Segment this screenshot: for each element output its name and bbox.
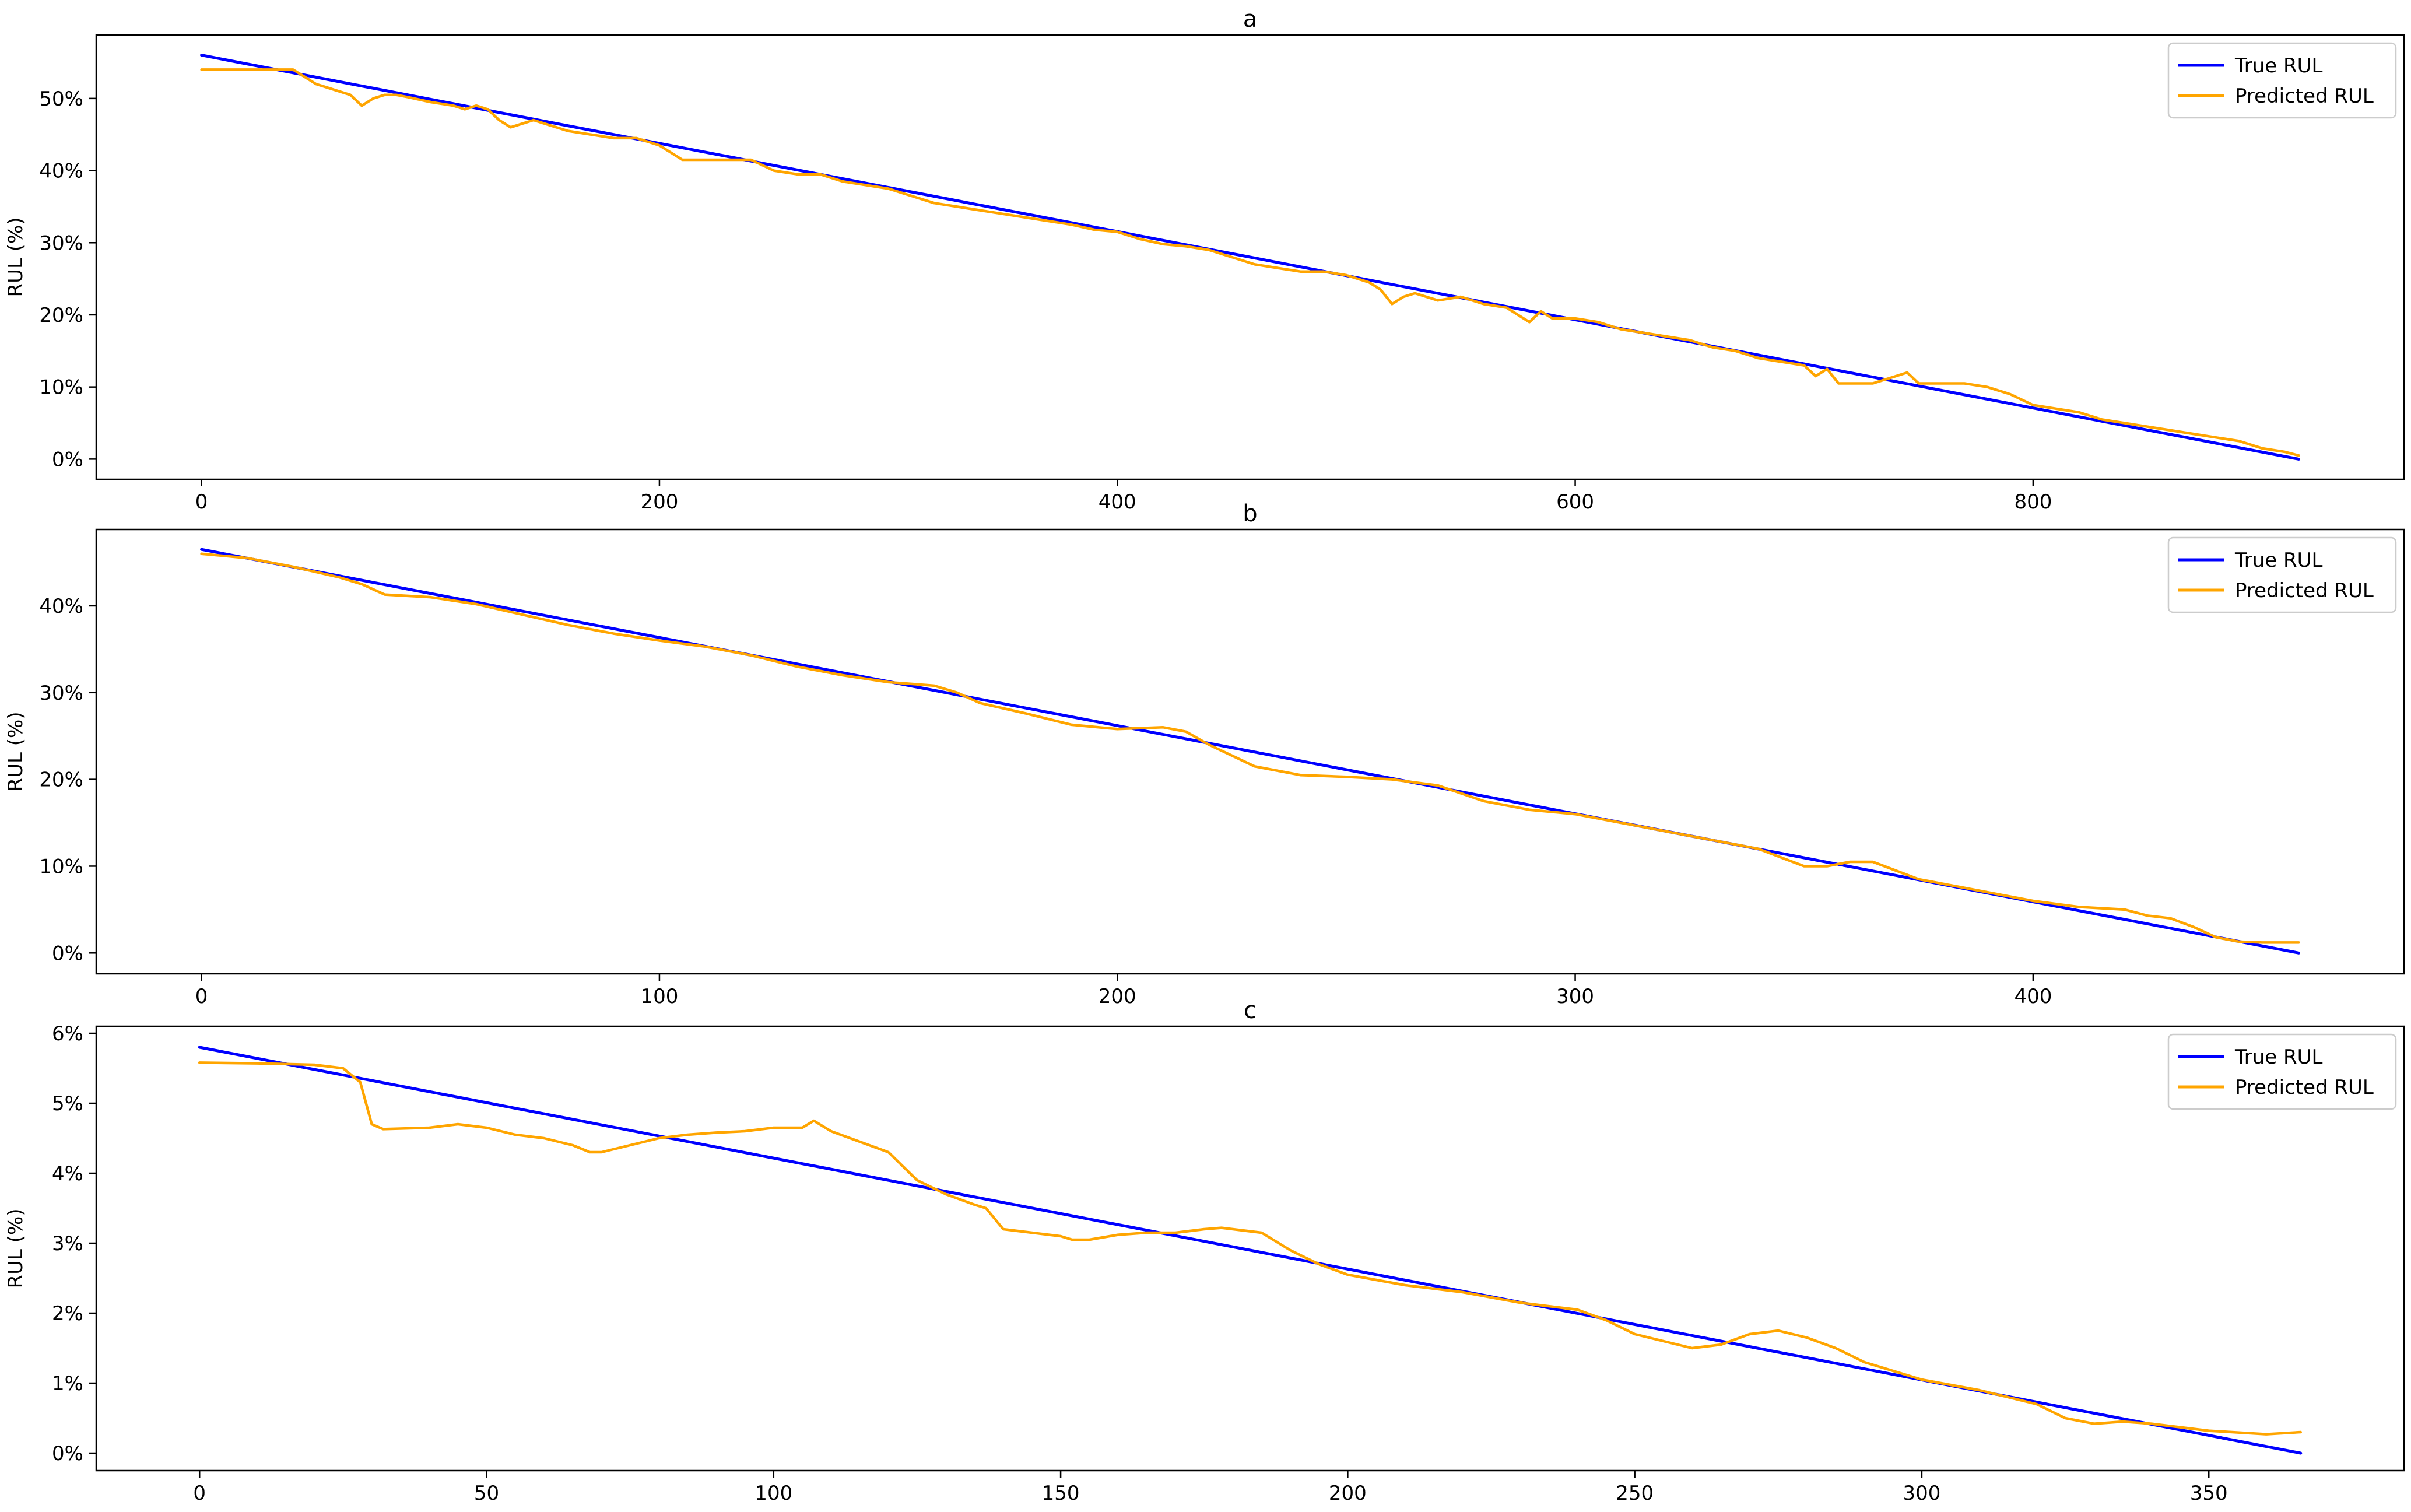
legend-label: True RUL — [2234, 54, 2323, 78]
y-tick-label: 0% — [52, 448, 83, 471]
x-tick-label: 100 — [754, 1482, 792, 1505]
x-tick-label: 150 — [1042, 1482, 1080, 1505]
panel-c-title: c — [1244, 997, 1257, 1024]
y-tick-label: 0% — [52, 942, 83, 965]
panel-c: c RUL (%) 0 50 100 150 200 250 300 350 0% 1% 2% 3% 4% 5… — [4, 997, 2405, 1505]
legend-box — [2167, 1033, 2397, 1110]
legend-box — [2167, 536, 2397, 613]
y-tick-label: 0% — [52, 1442, 83, 1465]
legend-label: Predicted RUL — [2235, 85, 2374, 108]
x-tick-label: 0 — [195, 985, 208, 1008]
x-tick-label: 800 — [2014, 490, 2052, 514]
legend-label: True RUL — [2234, 1046, 2323, 1069]
y-tick-label: 10% — [39, 855, 83, 878]
plot-frame — [95, 1025, 2405, 1472]
x-tick-label: 350 — [2190, 1482, 2228, 1505]
x-tick-label: 400 — [2014, 985, 2052, 1008]
x-tick-label: 300 — [1556, 985, 1594, 1008]
series-line-true-rul — [200, 54, 2300, 461]
x-tick-label: 300 — [1903, 1482, 1941, 1505]
y-tick-label: 5% — [52, 1092, 83, 1115]
y-tick-label: 30% — [39, 231, 83, 255]
y-tick-label: 20% — [39, 769, 83, 792]
legend-label: Predicted RUL — [2235, 579, 2374, 602]
x-tick-label: 0 — [195, 490, 208, 514]
x-tick-label: 200 — [640, 490, 678, 514]
series-line-predicted-rul — [200, 552, 2300, 944]
legend: True RUL Predicted RUL — [2167, 42, 2397, 119]
x-tick-label: 400 — [1099, 490, 1136, 514]
y-tick-label: 6% — [52, 1022, 83, 1046]
x-tick-label: 0 — [193, 1482, 206, 1505]
panel-c-y-axis-label: RUL (%) — [4, 1208, 27, 1288]
x-tick-label: 200 — [1329, 1482, 1367, 1505]
y-tick-label: 50% — [39, 87, 83, 111]
x-tick-label: 250 — [1616, 1482, 1654, 1505]
panel-b-y-axis-label: RUL (%) — [4, 711, 27, 791]
series-line-predicted-rul — [200, 68, 2300, 457]
y-tick-label: 10% — [39, 376, 83, 399]
legend: True RUL Predicted RUL — [2167, 536, 2397, 613]
y-tick-label: 30% — [39, 682, 83, 705]
x-tick-label: 50 — [474, 1482, 499, 1505]
y-tick-label: 2% — [52, 1302, 83, 1325]
legend-box — [2167, 42, 2397, 119]
plot-frame — [95, 34, 2405, 480]
legend-label: Predicted RUL — [2235, 1076, 2374, 1099]
y-tick-label: 4% — [52, 1162, 83, 1185]
y-tick-label: 40% — [39, 595, 83, 618]
x-tick-label: 200 — [1099, 985, 1136, 1008]
panel-b: b RUL (%) 0 100 200 300 400 0% 10% 20% 30% 40% True … — [4, 500, 2405, 1008]
legend-label: True RUL — [2234, 549, 2323, 572]
y-tick-label: 1% — [52, 1372, 83, 1395]
y-tick-label: 40% — [39, 160, 83, 183]
x-tick-label: 600 — [1556, 490, 1594, 514]
y-tick-label: 3% — [52, 1232, 83, 1255]
legend: True RUL Predicted RUL — [2167, 1033, 2397, 1110]
plot-frame — [95, 528, 2405, 975]
y-tick-label: 20% — [39, 304, 83, 327]
x-tick-label: 100 — [640, 985, 678, 1008]
panel-b-title: b — [1243, 500, 1257, 527]
series-line-predicted-rul — [198, 1061, 2303, 1436]
panel-a-title: a — [1243, 6, 1258, 33]
panel-a: a RUL (%) 0 200 400 600 800 0% 10% 20% 30% 40% 50% Tr… — [4, 6, 2405, 514]
panel-a-y-axis-label: RUL (%) — [4, 217, 27, 297]
